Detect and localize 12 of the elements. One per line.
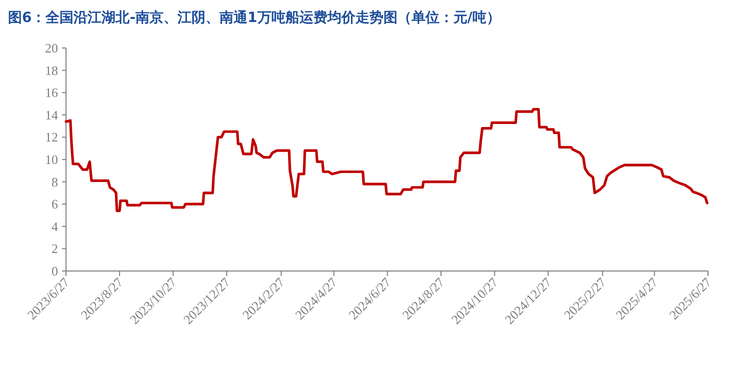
y-tick-label: 20 — [45, 40, 58, 56]
y-tick-label: 14 — [45, 107, 58, 122]
title: 图6：全国沿江湖北-南京、江阴、南通1万吨船运费均价走势图（单位：元/吨） — [8, 10, 500, 26]
y-tick-label: 2 — [52, 241, 58, 256]
y-tick-label: 4 — [52, 218, 58, 234]
y-tick-label: 18 — [45, 62, 58, 78]
y-tick-label: 8 — [52, 174, 58, 190]
y-tick-label: 10 — [45, 152, 58, 167]
y-tick-label: 16 — [45, 85, 58, 100]
y-tick-label: 12 — [45, 130, 58, 145]
y-tick-label: 6 — [52, 196, 58, 212]
y-tick-label: 0 — [52, 264, 58, 278]
